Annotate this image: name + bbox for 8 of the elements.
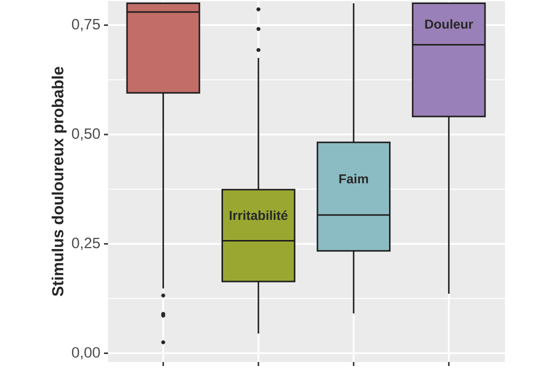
y-tick-label: 0,25 bbox=[72, 238, 100, 250]
x-tick-label: Faim bbox=[339, 174, 368, 184]
x-tick-label: Irritabilité bbox=[230, 210, 288, 220]
y-tick-label: 0,50 bbox=[72, 128, 100, 141]
y-tick-label: 0,00 bbox=[72, 347, 100, 360]
x-tick-label: Douleur bbox=[425, 19, 474, 29]
y-axis-title: Stimulus douloureux probable bbox=[52, 66, 67, 296]
y-tick-label: 0,75 bbox=[72, 18, 100, 32]
